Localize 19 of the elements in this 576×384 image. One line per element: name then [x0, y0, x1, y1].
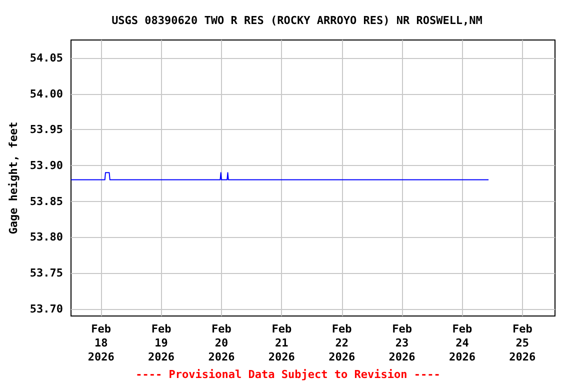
- x-tick-label: Feb 21 2026: [268, 322, 296, 364]
- y-tick-label: 53.95: [30, 123, 64, 136]
- y-tick-label: 53.70: [30, 302, 64, 316]
- y-tick-label: 53.85: [30, 194, 64, 208]
- x-tick-label: Feb 18 2026: [88, 322, 115, 364]
- chart-title: USGS 08390620 TWO R RES (ROCKY ARROYO RES) NR ROSWELL,NM: [112, 14, 483, 27]
- x-tick-label: Feb 22 2026: [328, 322, 356, 364]
- x-tick-label: Feb 25 2026: [509, 322, 536, 364]
- y-axis-title: Gage height, feet: [7, 122, 20, 234]
- y-tick-label: 53.75: [30, 266, 64, 280]
- x-tick-label: Feb 19 2026: [148, 322, 175, 364]
- text: ---- Provisional Data Subject to Revision ----: [136, 368, 440, 381]
- x-tick-label: Feb 20 2026: [208, 322, 236, 364]
- y-tick-label: 53.80: [30, 230, 64, 244]
- x-tick-label: Feb 23 2026: [388, 322, 416, 364]
- y-tick-label: 53.90: [30, 158, 64, 172]
- y-tick-label: 54.00: [30, 87, 64, 100]
- x-tick-label: Feb 24 2026: [448, 322, 476, 364]
- y-tick-label: 54.05: [30, 51, 64, 64]
